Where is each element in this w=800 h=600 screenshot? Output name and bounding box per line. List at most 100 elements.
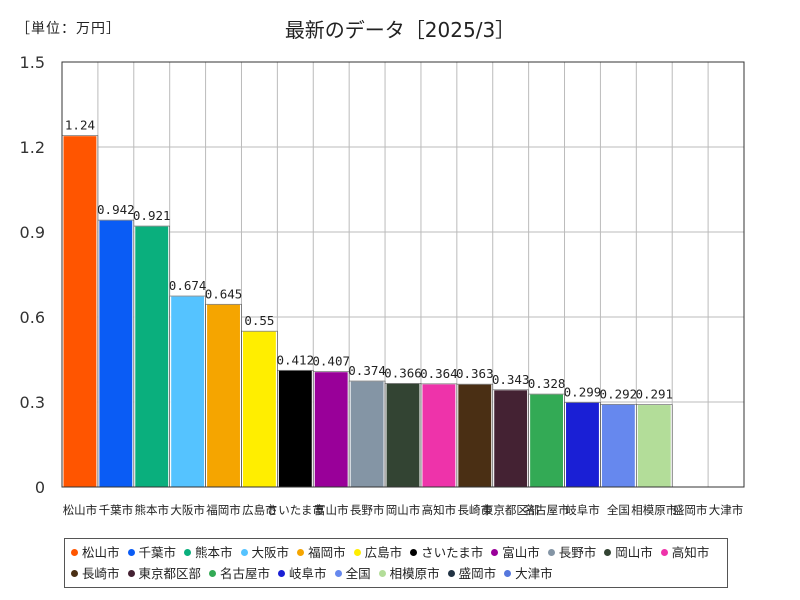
x-tick-label: 熊本市 [134,503,169,517]
legend-label: 岐阜市 [289,566,327,581]
bar [62,135,98,488]
legend-item: 高知市 [660,542,710,563]
legend-marker [410,549,418,556]
chart-title: 最新のデータ［2025/3］ [284,18,516,42]
value-label: 0.412 [276,352,314,367]
legend-label: 大津市 [515,566,553,581]
x-tick-label: さいたま市 [267,503,324,517]
legend-item: 名古屋市 [209,563,270,584]
legend-marker [353,549,361,556]
x-tick-label: 富山市 [314,503,349,517]
value-label: 0.374 [348,363,386,378]
bars [61,135,673,488]
legend-label: 熊本市 [195,545,233,560]
legend-item: 長崎市 [71,563,120,584]
value-label: 0.942 [97,202,135,217]
legend-marker [604,549,612,556]
legend-item: 大阪市 [240,542,290,563]
bar [98,219,134,488]
bar-chart: 1.240.9420.9210.6740.6450.550.4120.4070.… [20,53,745,517]
y-tick-label: 0.3 [20,393,45,412]
value-label: 0.292 [600,386,638,401]
legend-label: 広島市 [364,545,403,560]
legend-label: 全国 [345,566,371,581]
legend-marker [660,549,668,556]
legend-label: 名古屋市 [220,566,271,581]
legend-item: 熊本市 [184,542,233,563]
x-tick-label: 長崎市 [458,503,493,517]
bar [134,225,170,488]
legend-label: さいたま市 [421,545,484,560]
value-label: 0.674 [169,278,207,293]
legend-marker [71,549,78,556]
bar [600,403,636,488]
unit-label: ［単位：万円］ [16,21,121,37]
x-tick-label: 福岡市 [206,503,241,517]
legend-label: 福岡市 [308,545,346,560]
bar [565,401,600,488]
legend-marker [504,570,512,577]
x-tick-label: 大津市 [709,503,744,517]
value-label: 0.366 [384,365,422,380]
value-label: 0.299 [564,384,602,399]
legend-item: 相模原市 [378,563,440,584]
legend-item: 広島市 [353,542,403,563]
x-tick-label: 高知市 [422,503,457,517]
bar [277,369,313,488]
legend-label: 松山市 [82,545,120,560]
bar [493,389,529,488]
legend-item: 岡山市 [604,542,653,563]
legend-marker [240,549,248,556]
legend-label: 高知市 [671,545,710,560]
x-tick-label: 岐阜市 [565,503,600,517]
y-tick-label: 0.9 [20,223,45,242]
value-label: 0.291 [635,387,673,402]
bar [421,383,457,488]
value-label: 0.55 [244,313,274,328]
legend-marker [378,570,386,577]
x-tick-label: 広島市 [242,503,277,517]
legend-item: 大津市 [504,563,553,584]
bar [170,295,206,488]
legend-label: 岡山市 [615,545,653,560]
legend-label: 大阪市 [251,545,290,560]
legend-label: 長野市 [558,545,597,560]
bar [636,404,672,488]
legend-marker [547,549,555,556]
x-tick-label: 東京都区部 [482,503,540,517]
legend-item: 全国 [334,563,371,584]
bar [457,383,493,488]
legend-label: 相模原市 [389,566,440,581]
legend-marker [447,570,455,577]
value-label: 0.363 [456,366,494,381]
legend-label: 盛岡市 [458,566,497,581]
legend-marker [297,549,305,556]
value-label: 1.24 [65,118,95,133]
x-tick-label: 岡山市 [386,503,421,517]
x-tick-label: 名古屋市 [524,503,570,517]
x-tick-label: 盛岡市 [673,503,708,517]
legend-label: 千葉市 [138,545,177,560]
y-axis-ticks: 0 0.3 0.6 0.9 1.2 1.5 [20,53,45,497]
value-labels: 1.240.9420.9210.6740.6450.550.4120.4070.… [65,118,673,402]
bar [206,303,241,488]
value-label: 0.645 [205,286,243,301]
y-tick-label: 0 [35,478,45,497]
legend-item: 岐阜市 [278,563,327,584]
legend-marker [334,570,342,577]
legend-item: 千葉市 [127,542,177,563]
legend-marker [209,570,217,577]
plot-border [61,61,745,488]
legend-label: 富山市 [502,545,540,560]
bar [529,393,565,488]
value-label: 0.343 [492,372,530,387]
legend-item: 福岡市 [297,542,346,563]
bar [385,382,421,488]
legend-item: 東京都区部 [127,563,202,584]
x-tick-label: 大阪市 [170,503,205,517]
legend: 松山市 千葉市 熊本市 大阪市 福岡市 広島市 さいたま市 富山市 長野市 岡山市 高知市長崎市 東京… [64,538,728,588]
y-tick-label: 1.5 [20,53,45,72]
x-tick-label: 松山市 [63,503,98,517]
legend-label: 東京都区部 [138,566,202,581]
